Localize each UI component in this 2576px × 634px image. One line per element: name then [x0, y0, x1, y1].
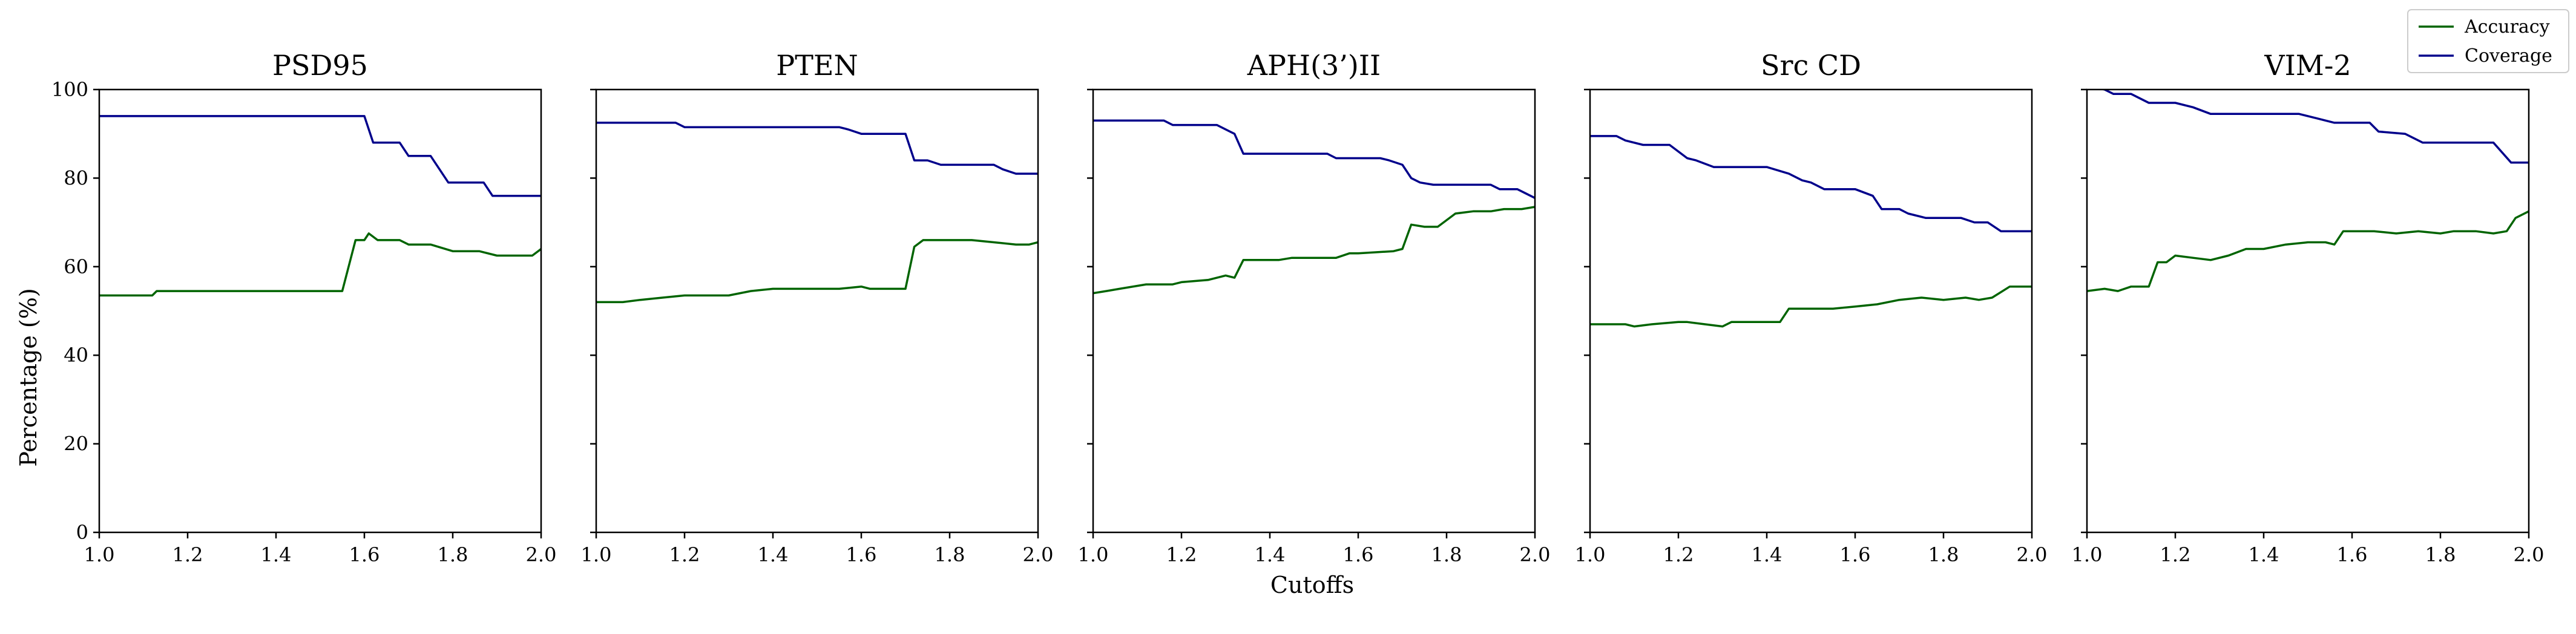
series-line-coverage [596, 122, 1038, 175]
panel-title: APH(3’)II [1247, 49, 1381, 82]
series-line-accuracy [596, 239, 1038, 304]
x-tick-label: 1.6 [1343, 543, 1374, 566]
panel-title: PTEN [776, 49, 858, 82]
x-axis-label: Cutoffs [1270, 572, 1354, 598]
y-tick-label: 100 [51, 78, 88, 101]
x-tick-label: 2.0 [526, 543, 557, 566]
x-tick-label: 1.2 [669, 543, 700, 566]
x-tick-label: 1.6 [1840, 543, 1871, 566]
x-tick-label: 1.0 [1078, 543, 1109, 566]
x-tick-label: 1.8 [2425, 543, 2456, 566]
x-tick-label: 1.4 [1255, 543, 1286, 566]
legend-box [2407, 9, 2569, 73]
panel-title: VIM-2 [2264, 49, 2351, 82]
x-tick-label: 2.0 [2514, 543, 2545, 566]
y-tick-label: 80 [64, 166, 88, 189]
chart-panel: PSD95 1.0 1.2 1.4 1.6 1.8 2.0 0 20 40 60 80 100 [51, 49, 557, 566]
x-tick-label: 1.2 [1663, 543, 1694, 566]
x-tick-label: 1.6 [2337, 543, 2368, 566]
x-tick-label: 1.6 [349, 543, 380, 566]
series-line-accuracy [2087, 210, 2529, 292]
y-tick-label: 20 [64, 433, 88, 456]
x-tick-label: 1.8 [438, 543, 468, 566]
series-line-accuracy [1093, 206, 1535, 295]
x-tick-label: 1.6 [846, 543, 877, 566]
legend-coverage-label: Coverage [2465, 45, 2552, 67]
series-line-accuracy [1590, 285, 2032, 328]
x-tick-label: 1.2 [2160, 543, 2191, 566]
x-tick-label: 1.0 [581, 543, 612, 566]
plot-frame [2086, 88, 2530, 534]
series-line-coverage [1093, 119, 1535, 199]
series-line-coverage [2100, 90, 2529, 164]
x-tick-label: 1.0 [1575, 543, 1606, 566]
x-tick-label: 1.8 [1431, 543, 1462, 566]
y-tick-label: 0 [76, 521, 88, 544]
chart-panel: APH(3’)II 1.0 1.2 1.4 1.6 1.8 2.0 [1078, 49, 1551, 566]
panels-group: PSD95 1.0 1.2 1.4 1.6 1.8 2.0 0 20 40 60 80 100 PTEN 1… [51, 49, 2545, 566]
x-tick-label: 1.2 [172, 543, 203, 566]
chart-panel: VIM-2 1.0 1.2 1.4 1.6 1.8 2.0 [2072, 49, 2545, 566]
y-tick-label: 40 [64, 344, 88, 367]
series-line-coverage [99, 115, 541, 197]
x-tick-label: 2.0 [2017, 543, 2048, 566]
x-tick-label: 1.4 [1752, 543, 1782, 566]
x-tick-label: 1.2 [1166, 543, 1197, 566]
series-line-accuracy [99, 232, 541, 297]
x-tick-label: 1.4 [758, 543, 789, 566]
panel-title: PSD95 [272, 49, 368, 82]
plot-frame [98, 88, 542, 534]
legend-accuracy-label: Accuracy [2464, 16, 2550, 38]
series-line-coverage [1590, 135, 2032, 232]
plot-frame [595, 88, 1039, 534]
panel-title: Src CD [1761, 49, 1861, 82]
x-tick-label: 1.4 [261, 543, 292, 566]
x-tick-label: 2.0 [1023, 543, 1054, 566]
x-tick-label: 1.8 [1928, 543, 1959, 566]
shared-labels: Cutoffs Percentage (%) [15, 288, 1354, 598]
chart-panel: PTEN 1.0 1.2 1.4 1.6 1.8 2.0 [581, 49, 1054, 566]
x-tick-label: 1.8 [935, 543, 965, 566]
plot-frame [1589, 88, 2033, 534]
y-axis-label: Percentage (%) [15, 288, 42, 466]
x-tick-label: 2.0 [1520, 543, 1551, 566]
chart-panel: Src CD 1.0 1.2 1.4 1.6 1.8 2.0 [1575, 49, 2048, 566]
x-tick-label: 1.0 [84, 543, 115, 566]
x-tick-label: 1.0 [2072, 543, 2103, 566]
y-tick-label: 60 [64, 255, 88, 278]
legend: Accuracy Coverage [2407, 9, 2569, 73]
plot-frame [1092, 88, 1536, 534]
x-tick-label: 1.4 [2249, 543, 2279, 566]
